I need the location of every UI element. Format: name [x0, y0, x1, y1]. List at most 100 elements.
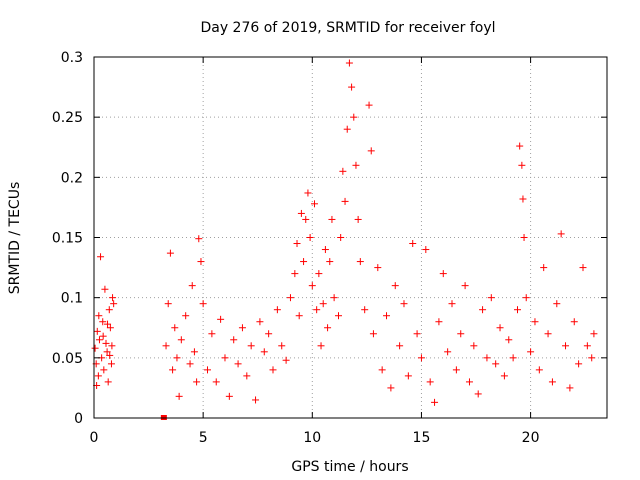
data-point [104, 378, 112, 386]
data-point [104, 320, 112, 328]
data-point [548, 378, 556, 386]
data-point [102, 339, 110, 347]
data-point [94, 372, 102, 380]
y-tick-label: 0.05 [52, 351, 83, 367]
y-tick-label: 0.3 [61, 50, 83, 66]
data-point [252, 396, 260, 404]
y-tick-label: 0.2 [61, 170, 83, 186]
data-point [247, 342, 255, 350]
data-point [186, 360, 194, 368]
data-point [374, 264, 382, 272]
y-tick-label: 0.15 [52, 231, 83, 247]
data-point [531, 318, 539, 326]
data-point [588, 354, 596, 362]
data-point [452, 366, 460, 374]
data-point [417, 354, 425, 362]
data-point [487, 294, 495, 302]
data-point [109, 294, 117, 302]
data-point [278, 342, 286, 350]
data-point [225, 392, 233, 400]
data-point [341, 197, 349, 205]
data-point [269, 366, 277, 374]
data-point [324, 324, 332, 332]
data-point [435, 318, 443, 326]
data-point [383, 312, 391, 320]
data-point [260, 348, 268, 356]
x-tick-label: 0 [90, 430, 99, 446]
data-point [306, 234, 314, 241]
data-point [465, 378, 473, 386]
data-point [166, 249, 174, 257]
data-point [404, 372, 412, 380]
data-point [519, 195, 527, 203]
data-point [361, 306, 369, 314]
x-tick-label: 10 [303, 430, 321, 446]
data-point [208, 330, 216, 338]
data-point [444, 348, 452, 356]
data-point [343, 125, 351, 133]
data-point [522, 294, 530, 302]
data-point [583, 342, 591, 350]
data-point [199, 300, 207, 308]
data-point [230, 336, 238, 344]
data-point [527, 348, 535, 356]
data-point [313, 306, 321, 314]
data-point [520, 234, 528, 241]
data-point [553, 300, 561, 308]
data-point [173, 354, 181, 362]
data-point [100, 366, 108, 374]
data-point [431, 398, 439, 406]
data-point [162, 342, 170, 350]
data-point [350, 113, 358, 121]
data-point [295, 312, 303, 320]
data-point [566, 384, 574, 392]
data-point [505, 336, 513, 344]
data-point [238, 324, 246, 332]
x-tick-label: 5 [199, 430, 208, 446]
data-point [193, 378, 201, 386]
x-tick-label: 20 [522, 430, 540, 446]
data-point [317, 342, 325, 350]
data-point [339, 167, 347, 175]
data-point [518, 161, 526, 169]
data-point [106, 324, 114, 332]
data-point [396, 342, 404, 350]
data-point [439, 270, 447, 278]
data-point [535, 366, 543, 374]
data-point [99, 332, 107, 340]
data-point [164, 300, 172, 308]
data-point [500, 372, 508, 380]
data-point [95, 312, 103, 320]
data-point [461, 282, 469, 290]
data-point [544, 330, 552, 338]
x-axis-label: GPS time / hours [291, 459, 408, 475]
data-point [93, 327, 101, 335]
data-point [171, 324, 179, 332]
data-point [422, 246, 430, 254]
data-point [413, 330, 421, 338]
data-point [188, 282, 196, 290]
data-point [108, 342, 116, 350]
data-point [212, 378, 220, 386]
data-point [91, 344, 99, 352]
data-point [579, 264, 587, 272]
data-point [243, 372, 251, 380]
data-point [103, 348, 111, 356]
data-point [575, 360, 583, 368]
data-point [367, 147, 375, 155]
data-point [107, 360, 115, 368]
points-layer [91, 59, 598, 420]
data-point [297, 209, 305, 217]
data-point [106, 351, 114, 359]
data-point [190, 348, 198, 356]
data-point [337, 234, 345, 241]
data-point [234, 360, 242, 368]
data-point [570, 318, 578, 326]
data-point [95, 336, 103, 344]
data-point [509, 354, 517, 362]
y-axis-label: SRMTID / TECUs [7, 182, 23, 295]
data-point [217, 315, 225, 323]
data-point [540, 264, 548, 272]
